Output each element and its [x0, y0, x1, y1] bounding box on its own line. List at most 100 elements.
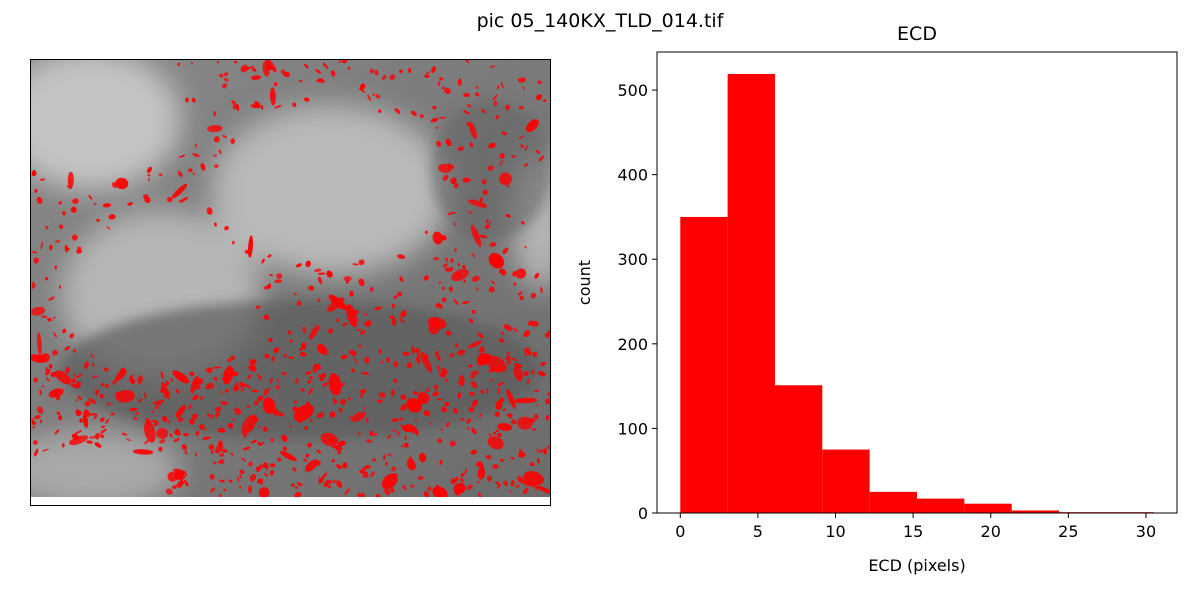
particle-blob	[462, 264, 466, 269]
particle-blob	[251, 68, 257, 72]
particle-blob	[336, 464, 343, 470]
particle-blob	[470, 224, 482, 247]
particle-blob	[54, 240, 61, 243]
particle-blob	[305, 371, 312, 375]
particle-blob	[276, 411, 285, 417]
particle-blob	[414, 427, 419, 436]
particle-blob	[518, 452, 526, 458]
particle-blob	[378, 348, 382, 355]
particle-blob	[181, 444, 188, 450]
particle-blob	[312, 365, 318, 373]
particle-blob	[466, 420, 469, 424]
particle-blob	[270, 437, 274, 443]
particle-blob	[487, 165, 494, 171]
particle-blob	[467, 199, 488, 208]
particle-blob	[501, 131, 507, 136]
particle-blob	[302, 326, 307, 334]
particle-blob	[239, 469, 245, 475]
particle-blob	[406, 397, 422, 413]
particle-blob	[42, 448, 49, 452]
particle-blob	[427, 317, 447, 329]
particle-blob	[496, 85, 500, 90]
particle-blob	[533, 389, 540, 392]
particle-blob	[262, 462, 269, 469]
particle-blob	[534, 272, 540, 279]
particle-blob	[307, 388, 314, 395]
particle-blob	[462, 417, 465, 421]
particle-blob	[92, 375, 98, 378]
particle-blob	[31, 354, 48, 363]
particle-blob	[436, 353, 441, 362]
particle-blob	[49, 244, 53, 251]
particle-blob	[222, 83, 228, 89]
particle-blob	[274, 104, 282, 109]
particle-blob	[531, 369, 535, 375]
particle-blob	[352, 263, 359, 266]
particle-blob	[54, 370, 72, 385]
particle-blob	[446, 421, 450, 427]
particle-blob	[412, 430, 415, 434]
particle-blob	[300, 342, 307, 349]
particle-blob	[258, 487, 270, 498]
particle-blob	[77, 395, 83, 401]
particle-blob	[196, 378, 204, 385]
particle-blob	[530, 292, 537, 299]
particle-blob	[99, 393, 104, 399]
particle-blob	[400, 424, 403, 427]
particle-blob	[71, 234, 78, 241]
particle-blob	[239, 485, 242, 489]
particle-blob	[104, 383, 109, 389]
particle-blob	[115, 390, 135, 403]
particle-blob	[176, 484, 180, 488]
particle-blob	[495, 368, 500, 373]
particle-blob	[369, 68, 374, 74]
particle-blob	[240, 457, 246, 462]
particle-blob	[170, 377, 174, 382]
particle-blob	[273, 82, 278, 87]
particle-blob	[293, 404, 315, 422]
particle-blob	[400, 394, 407, 401]
particle-blob	[369, 430, 374, 436]
particle-blob	[391, 466, 397, 472]
particle-blob	[457, 487, 463, 493]
particle-blob	[503, 480, 509, 487]
particle-blob	[441, 428, 444, 431]
particle-blob	[499, 425, 502, 429]
particle-blob	[425, 388, 430, 393]
particle-blob	[283, 353, 287, 358]
particle-blob	[491, 280, 496, 285]
particle-blob	[223, 488, 226, 492]
particle-blob	[166, 391, 171, 395]
particle-blob	[466, 122, 471, 127]
particle-blob	[340, 354, 348, 360]
particle-blob	[401, 424, 416, 433]
particle-blob	[453, 298, 459, 306]
particle-blob	[190, 389, 194, 394]
particle-blob	[261, 258, 265, 264]
particle-blob	[381, 75, 387, 81]
particle-blob	[304, 63, 309, 69]
particle-blob	[423, 491, 430, 498]
particle-blob	[231, 240, 235, 245]
particle-blob	[100, 425, 106, 429]
particle-blob	[31, 251, 38, 254]
particle-blob	[525, 119, 539, 133]
particle-blob	[48, 296, 55, 301]
particle-blob	[177, 416, 184, 423]
particle-blob	[520, 400, 523, 403]
particle-blob	[475, 461, 479, 467]
particle-blob	[509, 490, 512, 493]
particle-blob	[524, 347, 530, 353]
particle-blob	[365, 360, 369, 364]
particle-blob	[517, 479, 538, 488]
particle-blob	[391, 429, 398, 432]
particle-blob	[445, 330, 452, 336]
particle-blob	[221, 449, 228, 453]
particle-blob	[420, 351, 433, 373]
particle-blob	[295, 378, 299, 384]
particle-blob	[479, 413, 482, 418]
sem-image-with-particle-overlay	[31, 60, 550, 505]
particle-blob	[435, 302, 441, 308]
particle-blob	[397, 291, 402, 297]
particle-blob	[490, 379, 493, 382]
